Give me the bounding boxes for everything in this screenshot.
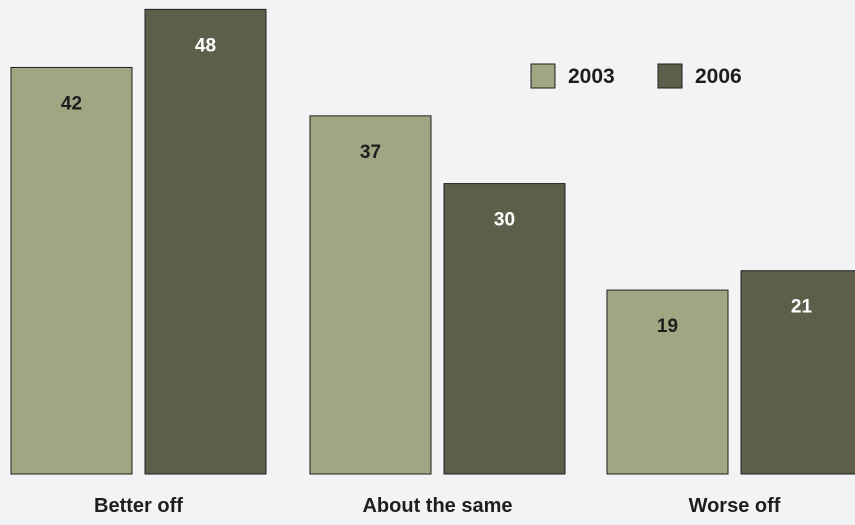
bar-2006-about-the-same xyxy=(443,183,566,475)
category-label-about-the-same: About the same xyxy=(362,495,512,517)
legend-swatch-2003 xyxy=(530,63,556,89)
bar-2006-better-off xyxy=(144,8,267,475)
bar-value-label: 48 xyxy=(195,35,216,56)
bar-value-label: 42 xyxy=(61,93,82,114)
legend: 2003 2006 xyxy=(530,63,742,89)
legend-label-2003: 2003 xyxy=(568,65,615,88)
legend-label-2006: 2006 xyxy=(695,65,742,88)
bars-group: 42 48 37 30 19 21 xyxy=(10,8,855,475)
bar-value-label: 19 xyxy=(657,316,678,337)
bar-value-label: 30 xyxy=(494,210,515,231)
bar-2003-about-the-same xyxy=(309,115,432,475)
category-label-better-off: Better off xyxy=(94,495,183,517)
bar-value-label: 37 xyxy=(360,142,381,163)
bar-2006-worse-off xyxy=(740,270,855,475)
bar-2003-worse-off xyxy=(606,289,729,475)
legend-swatch-2006 xyxy=(657,63,683,89)
bar-2003-better-off xyxy=(10,66,133,475)
bar-value-label: 21 xyxy=(791,297,813,318)
category-labels: Better off About the same Worse off xyxy=(94,495,781,517)
category-label-worse-off: Worse off xyxy=(689,495,781,517)
